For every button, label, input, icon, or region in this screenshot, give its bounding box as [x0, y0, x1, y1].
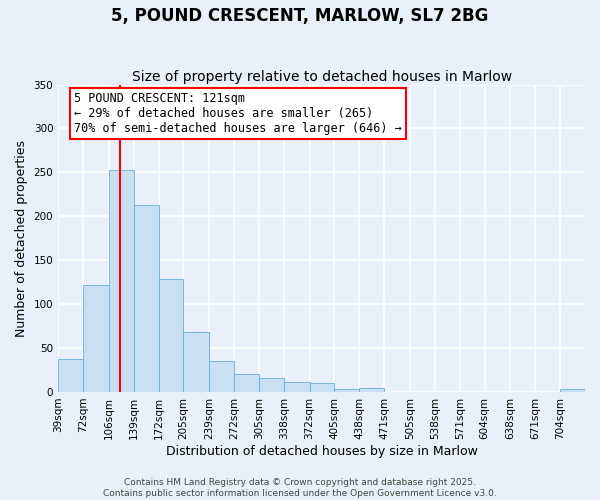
Bar [259, 378, 284, 392]
Bar [284, 382, 310, 392]
Bar [134, 205, 158, 392]
Bar [334, 390, 359, 392]
X-axis label: Distribution of detached houses by size in Marlow: Distribution of detached houses by size … [166, 444, 478, 458]
Y-axis label: Number of detached properties: Number of detached properties [15, 140, 28, 336]
Bar [560, 390, 585, 392]
Bar [184, 332, 209, 392]
Bar [209, 361, 234, 392]
Bar [58, 358, 83, 392]
Bar [109, 170, 134, 392]
Bar [83, 285, 109, 392]
Bar [158, 278, 184, 392]
Title: Size of property relative to detached houses in Marlow: Size of property relative to detached ho… [131, 70, 512, 85]
Text: 5 POUND CRESCENT: 121sqm
← 29% of detached houses are smaller (265)
70% of semi-: 5 POUND CRESCENT: 121sqm ← 29% of detach… [74, 92, 402, 135]
Bar [234, 374, 259, 392]
Text: Contains HM Land Registry data © Crown copyright and database right 2025.
Contai: Contains HM Land Registry data © Crown c… [103, 478, 497, 498]
Bar [359, 388, 384, 392]
Text: 5, POUND CRESCENT, MARLOW, SL7 2BG: 5, POUND CRESCENT, MARLOW, SL7 2BG [112, 8, 488, 26]
Bar [310, 383, 334, 392]
